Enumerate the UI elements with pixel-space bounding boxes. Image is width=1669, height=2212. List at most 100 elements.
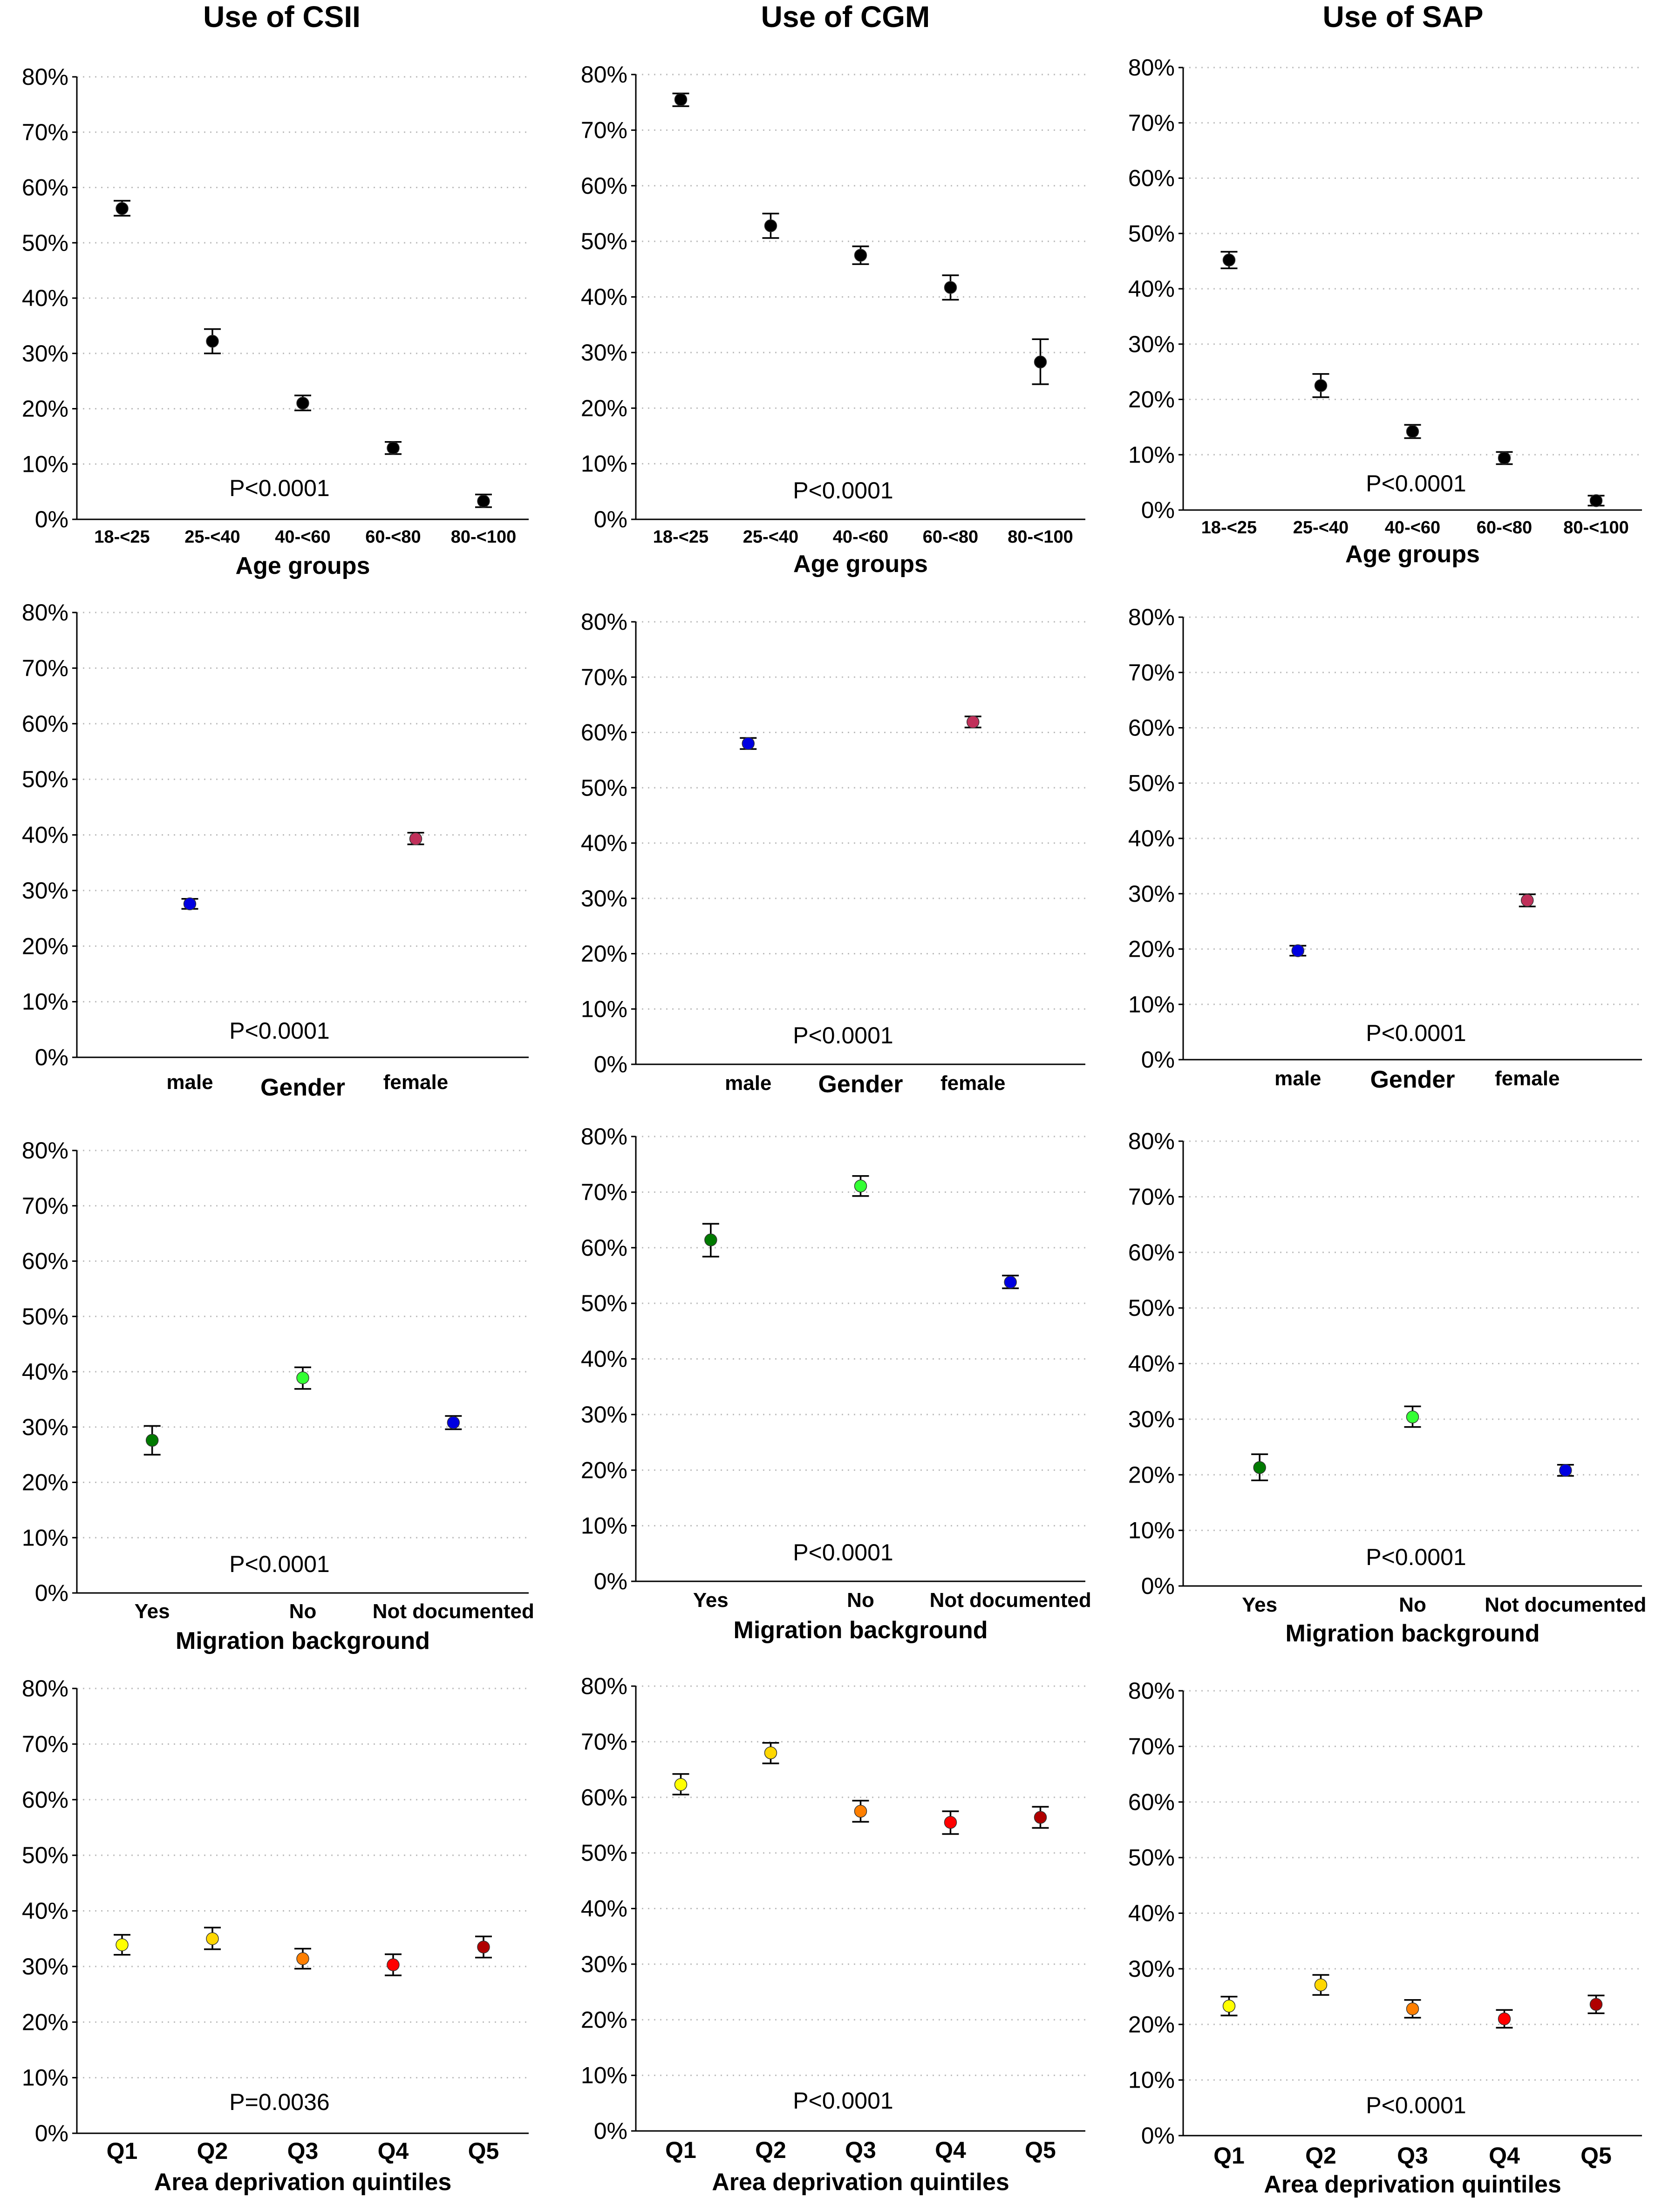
data-point bbox=[854, 1804, 867, 1818]
x-tick-label: 80-<100 bbox=[1008, 527, 1073, 547]
panel-CGM-gender: 0% 10% 20% 30% 40% 50% 60% 70% 80% male female Gend… bbox=[581, 609, 1085, 1098]
x-tick-label: No bbox=[847, 1589, 874, 1612]
p-value-label: P<0.0001 bbox=[793, 1022, 893, 1048]
y-tick-label: 50% bbox=[1128, 220, 1175, 246]
y-tick-label: 0% bbox=[594, 2118, 627, 2144]
y-tick-label: 60% bbox=[22, 1787, 68, 1813]
p-value-label: P<0.0001 bbox=[229, 1551, 329, 1577]
y-tick-label: 50% bbox=[581, 775, 627, 801]
x-tick-label: 40-<60 bbox=[1385, 518, 1440, 538]
y-tick-label: 50% bbox=[1128, 1295, 1175, 1321]
x-tick-label: 80-<100 bbox=[451, 527, 517, 547]
y-tick-label: 80% bbox=[581, 1123, 627, 1150]
y-tick-label: 70% bbox=[22, 1193, 68, 1219]
y-tick-label: 0% bbox=[1141, 497, 1175, 523]
x-tick-label: male bbox=[166, 1071, 213, 1094]
p-value-label: P<0.0001 bbox=[1366, 2092, 1466, 2118]
y-tick-label: 40% bbox=[22, 1359, 68, 1385]
x-tick-label: Q4 bbox=[1489, 2143, 1520, 2169]
y-tick-label: 0% bbox=[594, 1051, 627, 1077]
data-point bbox=[967, 715, 980, 728]
p-value-label: P<0.0001 bbox=[229, 475, 329, 501]
y-tick-label: 50% bbox=[22, 230, 68, 256]
y-tick-label: 0% bbox=[35, 1044, 68, 1070]
y-tick-label: 50% bbox=[1128, 1844, 1175, 1871]
panel-CGM-deprivation: 0% 10% 20% 30% 40% 50% 60% 70% 80% Q1 Q2 Q3 Q4 Q5 Area… bbox=[581, 1673, 1085, 2196]
p-value-label: P=0.0036 bbox=[229, 2089, 329, 2115]
y-tick-label: 30% bbox=[1128, 881, 1175, 907]
data-point bbox=[674, 1778, 688, 1791]
x-tick-label: female bbox=[1495, 1067, 1560, 1090]
data-point bbox=[1589, 1998, 1603, 2011]
y-tick-label: 0% bbox=[1141, 1047, 1175, 1073]
data-point bbox=[742, 737, 755, 750]
y-tick-label: 20% bbox=[1128, 387, 1175, 413]
data-point bbox=[1004, 1276, 1017, 1289]
x-tick-label: 18-<25 bbox=[94, 527, 150, 547]
data-point bbox=[854, 1179, 867, 1192]
y-tick-label: 80% bbox=[581, 1673, 627, 1699]
y-tick-label: 10% bbox=[581, 451, 627, 477]
p-value-label: P<0.0001 bbox=[793, 1539, 893, 1565]
data-point bbox=[477, 495, 490, 508]
x-tick-label: 40-<60 bbox=[833, 527, 888, 547]
data-point bbox=[1406, 425, 1419, 438]
y-tick-label: 50% bbox=[581, 1840, 627, 1866]
y-tick-label: 10% bbox=[22, 989, 68, 1015]
y-tick-label: 40% bbox=[22, 285, 68, 311]
y-tick-label: 70% bbox=[1128, 1184, 1175, 1210]
y-tick-label: 50% bbox=[22, 766, 68, 792]
y-tick-label: 70% bbox=[22, 119, 68, 145]
data-point bbox=[944, 281, 957, 294]
x-tick-label: 25-<40 bbox=[743, 527, 798, 547]
p-value-label: P<0.0001 bbox=[793, 477, 893, 504]
data-point bbox=[1559, 1463, 1572, 1477]
y-tick-label: 0% bbox=[35, 1580, 68, 1606]
y-tick-label: 10% bbox=[1128, 1518, 1175, 1544]
data-point bbox=[477, 1940, 490, 1953]
y-tick-label: 30% bbox=[22, 340, 68, 367]
y-tick-label: 80% bbox=[22, 1137, 68, 1164]
y-tick-label: 30% bbox=[581, 885, 627, 912]
y-tick-label: 80% bbox=[1128, 604, 1175, 630]
x-tick-label: male bbox=[725, 1072, 771, 1095]
data-point bbox=[387, 1958, 400, 1972]
x-axis-label: Migration background bbox=[176, 1627, 430, 1654]
data-point bbox=[704, 1233, 717, 1246]
data-point bbox=[1498, 2012, 1511, 2026]
y-tick-label: 0% bbox=[1141, 2123, 1175, 2149]
data-point bbox=[1314, 379, 1328, 392]
x-tick-label: Not documented bbox=[930, 1589, 1091, 1612]
x-tick-label: Q3 bbox=[287, 2138, 319, 2164]
p-value-label: P<0.0001 bbox=[1366, 1020, 1466, 1046]
data-point bbox=[1222, 2000, 1236, 2013]
panel-SAP-age: 0% 10% 20% 30% 40% 50% 60% 70% 80% 18-<25 25-<40 40… bbox=[1128, 54, 1642, 568]
y-tick-label: 60% bbox=[581, 720, 627, 746]
p-value-label: P<0.0001 bbox=[1366, 1544, 1466, 1570]
x-tick-label: Q4 bbox=[378, 2138, 409, 2164]
y-tick-label: 60% bbox=[22, 1248, 68, 1274]
y-tick-label: 40% bbox=[22, 1898, 68, 1924]
y-tick-label: 0% bbox=[35, 506, 68, 532]
data-point bbox=[674, 93, 688, 106]
data-point bbox=[1034, 1810, 1047, 1824]
y-tick-label: 60% bbox=[1128, 1239, 1175, 1266]
x-axis-label: Migration background bbox=[1286, 1620, 1540, 1647]
y-tick-label: 10% bbox=[1128, 442, 1175, 468]
x-tick-label: 40-<60 bbox=[275, 527, 330, 547]
x-tick-label: Q5 bbox=[468, 2138, 499, 2164]
data-point bbox=[409, 832, 422, 845]
y-tick-label: 30% bbox=[22, 878, 68, 904]
p-value-label: P<0.0001 bbox=[229, 1018, 329, 1044]
panel-SAP-migration: 0% 10% 20% 30% 40% 50% 60% 70% 80% Yes No Not docum… bbox=[1128, 1128, 1646, 1647]
y-tick-label: 30% bbox=[1128, 331, 1175, 357]
column-title-sap: Use of SAP bbox=[1323, 0, 1484, 34]
y-tick-label: 60% bbox=[1128, 715, 1175, 741]
x-axis-label: Migration background bbox=[734, 1617, 988, 1644]
y-tick-label: 40% bbox=[1128, 825, 1175, 851]
data-point bbox=[206, 334, 219, 348]
x-tick-label: Q2 bbox=[197, 2138, 228, 2164]
panel-SAP-gender: 0% 10% 20% 30% 40% 50% 60% 70% 80% male female Gend… bbox=[1128, 604, 1642, 1093]
data-point bbox=[296, 1371, 309, 1384]
